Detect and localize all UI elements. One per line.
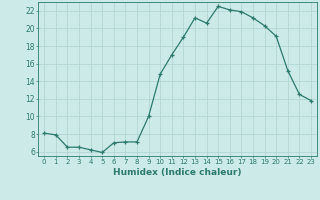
X-axis label: Humidex (Indice chaleur): Humidex (Indice chaleur): [113, 168, 242, 177]
